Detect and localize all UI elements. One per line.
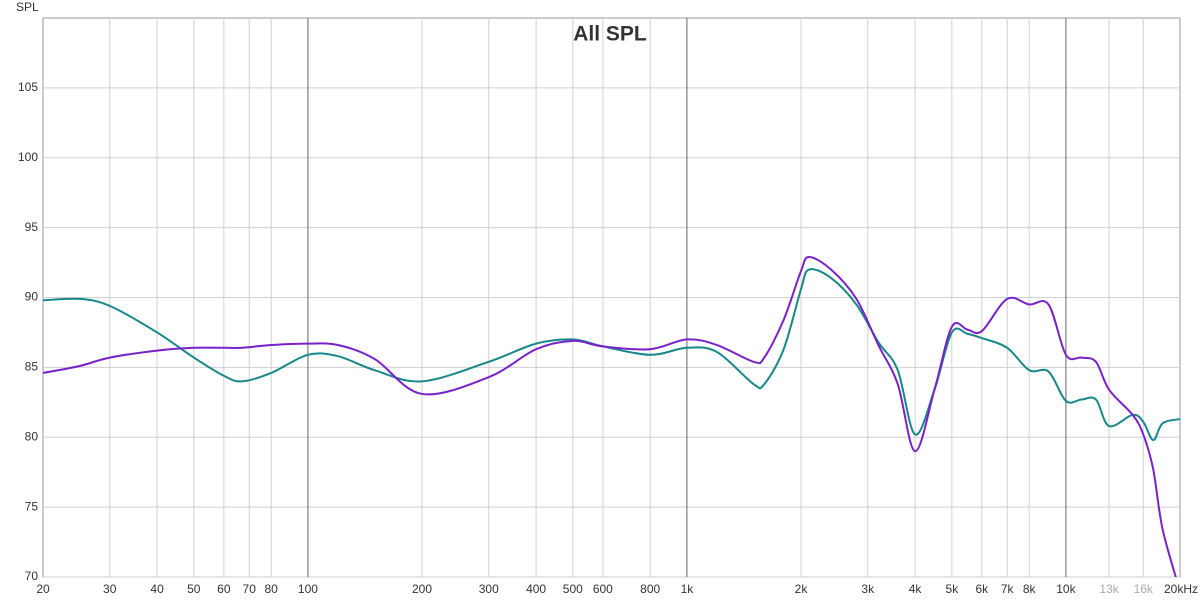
x-tick-label: 8k — [1023, 582, 1037, 596]
y-tick-label: 95 — [25, 220, 39, 234]
y-tick-label: 85 — [25, 360, 39, 374]
x-tick-label: 70 — [243, 582, 257, 596]
x-tick-label: 100 — [298, 582, 318, 596]
series-line — [43, 255, 1177, 577]
x-tick-label: 6k — [975, 582, 989, 596]
x-tick-label: 600 — [593, 582, 613, 596]
x-tick-label: 20 — [36, 582, 50, 596]
x-tick-label: 20kHz — [1164, 582, 1198, 596]
x-tick-label: 3k — [861, 582, 875, 596]
x-tick-label: 1k — [681, 582, 695, 596]
x-tick-label: 10k — [1056, 582, 1076, 596]
x-tick-label: 7k — [1001, 582, 1015, 596]
x-tick-label: 4k — [909, 582, 923, 596]
x-tick-label: 30 — [103, 582, 117, 596]
y-tick-label: 90 — [25, 290, 39, 304]
x-tick-label: 300 — [479, 582, 499, 596]
x-tick-label: 80 — [265, 582, 279, 596]
x-tick-label: 50 — [187, 582, 201, 596]
series-line — [43, 268, 1180, 442]
grid — [43, 18, 1180, 578]
x-tick-label: 60 — [217, 582, 231, 596]
x-tick-label: 400 — [526, 582, 546, 596]
y-tick-label: 75 — [25, 499, 39, 513]
x-tick-label: 13k — [1099, 582, 1119, 596]
chart-title: All SPL — [573, 23, 647, 46]
x-tick-label: 200 — [412, 582, 432, 596]
y-axis-label: SPL — [16, 0, 39, 14]
y-tick-label: 100 — [18, 150, 38, 164]
x-tick-label: 500 — [563, 582, 583, 596]
x-tick-label: 16k — [1134, 582, 1154, 596]
y-tick-label: 70 — [25, 569, 39, 583]
y-tick-label: 80 — [25, 429, 39, 443]
x-tick-label: 5k — [945, 582, 959, 596]
y-tick-label: 105 — [18, 80, 38, 94]
x-tick-label: 2k — [795, 582, 809, 596]
lines — [43, 255, 1180, 577]
x-tick-label: 800 — [640, 582, 660, 596]
x-tick-label: 40 — [150, 582, 164, 596]
